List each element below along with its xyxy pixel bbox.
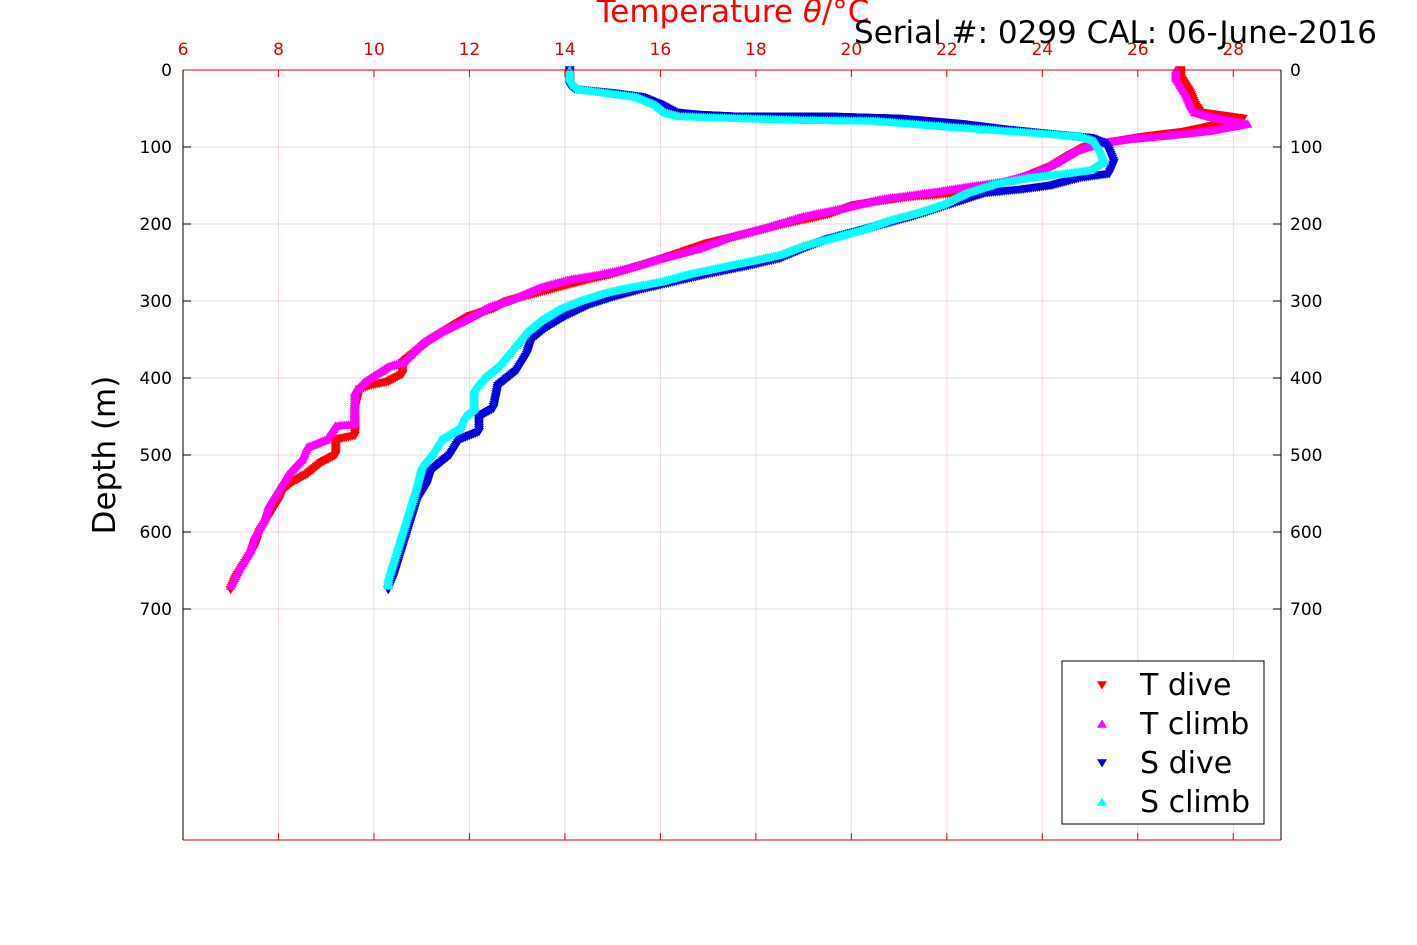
x-tick-label: 26 <box>1127 40 1149 60</box>
data-point <box>383 581 394 590</box>
y-tick-label-left: 700 <box>140 600 172 620</box>
y-tick-labels: 0 0 100 100 200 200 300 300 400 400 500 500 600 600 70… <box>140 61 1323 620</box>
x-tick-label: 20 <box>841 40 863 60</box>
grid-lines <box>183 70 1281 840</box>
x-tick-label: 24 <box>1031 40 1053 60</box>
y-tick-label-left: 100 <box>140 138 172 158</box>
legend-label: S dive <box>1140 746 1232 781</box>
series-s-dive <box>383 66 1119 595</box>
y-tick-label-right: 0 <box>1290 61 1301 81</box>
y-tick-label-right: 300 <box>1290 292 1322 312</box>
x-tick-label: 14 <box>554 40 576 60</box>
legend-marker <box>1097 797 1107 806</box>
y-tick-label-right: 400 <box>1290 369 1322 389</box>
legend-marker <box>1097 759 1107 768</box>
axes-frame <box>182 69 1282 841</box>
legend: T dive T climb S dive S climb <box>1061 660 1265 825</box>
legend-label: S climb <box>1140 785 1250 820</box>
chart-title: Serial #: 0299 CAL: 06-June-2016 <box>854 15 1377 51</box>
x-tick-labels: 6 8 10 12 14 16 18 20 22 24 26 28 <box>178 40 1244 60</box>
y-tick-label-left: 300 <box>140 292 172 312</box>
legend-label: T dive <box>1139 668 1231 703</box>
x-axis-label: Temperature θ/°C <box>596 0 870 30</box>
legend-marker <box>1097 719 1107 728</box>
x-tick-label: 28 <box>1222 40 1244 60</box>
y-tick-label-left: 600 <box>140 523 172 543</box>
y-tick-label-right: 200 <box>1290 215 1322 235</box>
y-tick-label-right: 500 <box>1290 446 1322 466</box>
series-t-climb <box>225 65 1253 590</box>
y-tick-label-right: 600 <box>1290 523 1322 543</box>
legend-box <box>1061 660 1265 825</box>
legend-label: T climb <box>1139 707 1249 742</box>
y-tick-label-left: 500 <box>140 446 172 466</box>
x-tick-label: 22 <box>936 40 958 60</box>
data-point <box>225 581 236 590</box>
y-tick-label-left: 0 <box>161 61 172 81</box>
x-tick-label: 10 <box>363 40 385 60</box>
legend-marker <box>1097 681 1107 690</box>
x-tick-label: 12 <box>459 40 481 60</box>
y-axis-label: Depth (m) <box>87 376 123 535</box>
series-s-climb <box>383 65 1110 590</box>
data-series <box>225 65 1253 595</box>
y-tick-label-right: 100 <box>1290 138 1322 158</box>
x-tick-label: 18 <box>745 40 767 60</box>
y-tick-label-right: 700 <box>1290 600 1322 620</box>
x-tick-label: 6 <box>178 40 189 60</box>
y-tick-label-left: 400 <box>140 369 172 389</box>
x-tick-label: 8 <box>273 40 284 60</box>
y-tick-label-left: 200 <box>140 215 172 235</box>
x-tick-label: 16 <box>650 40 672 60</box>
